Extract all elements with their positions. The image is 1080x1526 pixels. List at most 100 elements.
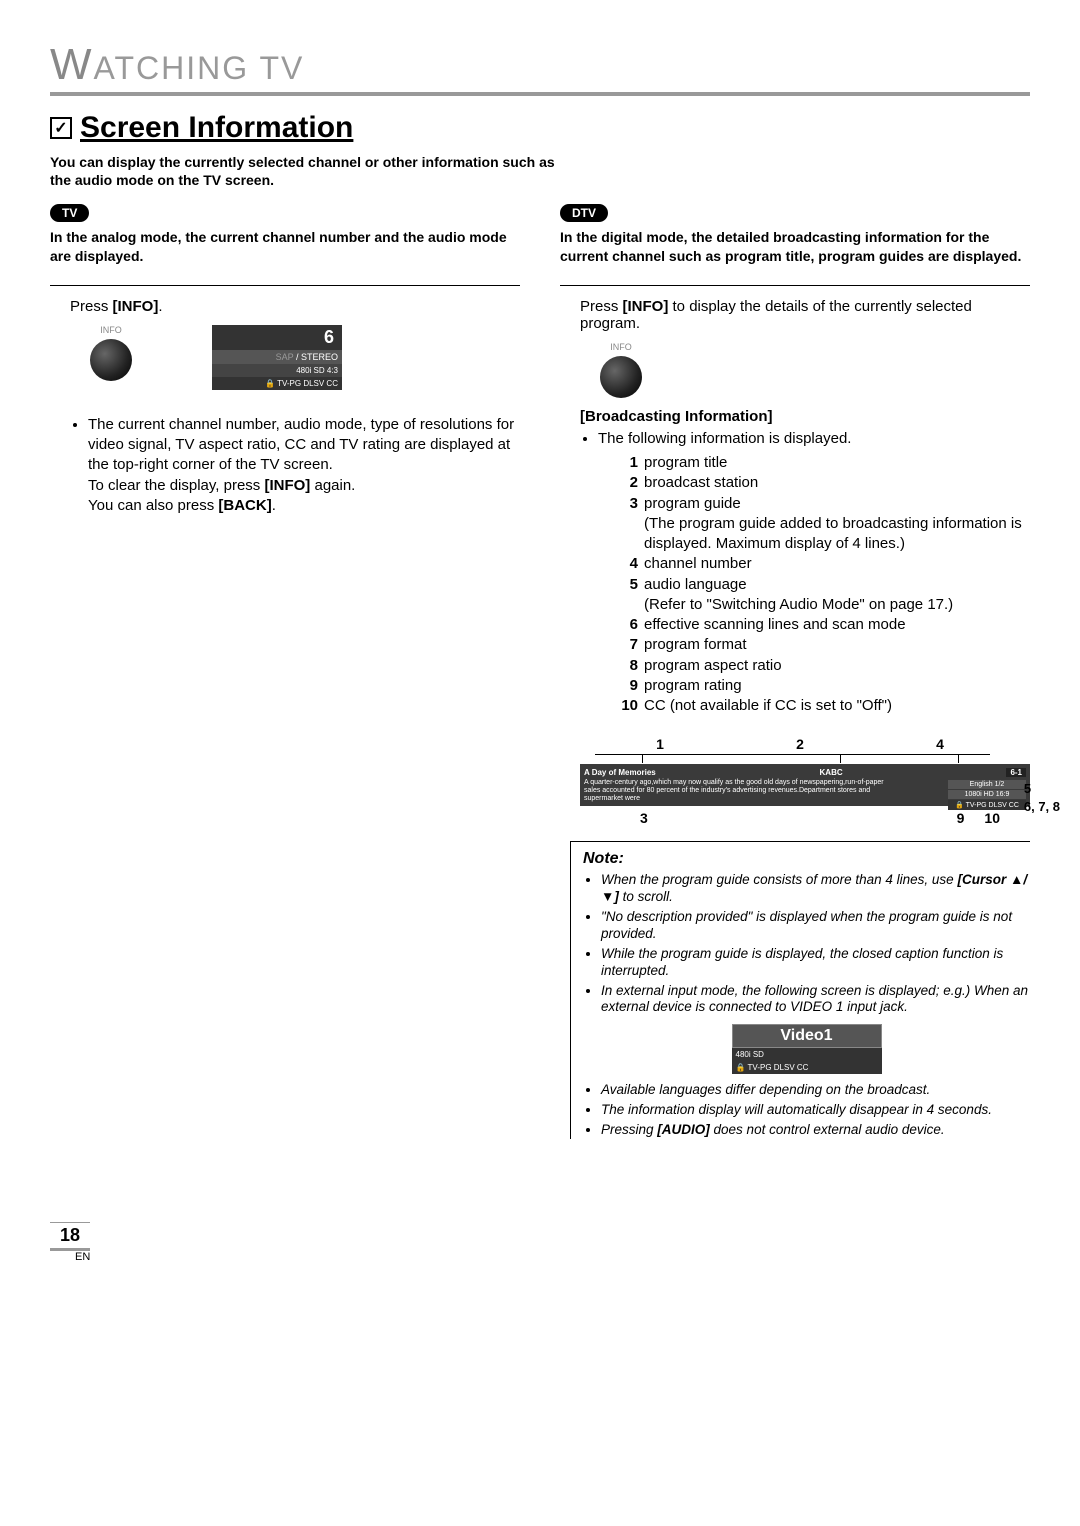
station: KABC [820,768,843,777]
checkbox-icon: ✓ [50,117,72,139]
step-bold: [INFO] [113,298,159,315]
page-lang: EN [75,1251,1030,1263]
diagram-box: A Day of Memories KABC 6-1 A quarter-cen… [580,764,1030,806]
item-number: 10 [616,696,638,716]
prog-desc: A quarter-century ago,which may now qual… [584,779,893,802]
info-label: INFO [600,342,642,352]
tv-res: 480i SD 4:3 [212,364,342,377]
tv-step: Press [INFO]. [70,298,520,315]
dtv-badge: DTV [560,204,608,222]
divider [50,285,520,286]
step-bold: [INFO] [623,298,669,315]
note-item: When the program guide consists of more … [601,872,1030,906]
page-title: Screen Information [80,111,353,145]
diagram-right-labels: 5 6, 7, 8 [1024,780,1060,816]
broadcasting-heading: [Broadcasting Information] [580,408,1030,425]
list-item: 6 effective scanning lines and scan mode [616,615,1030,635]
info-circle-icon [600,356,642,398]
page-footer: 18 EN [50,1222,1030,1263]
note-section: Note: When the program guide consists of… [570,841,1030,1139]
page-header: WATCHING TV ✓ Screen Information You can… [50,40,1030,189]
note-item: "No description provided" is displayed w… [601,909,1030,943]
tv-display: 6 SAP / STEREO 480i SD 4:3 🔒 TV-PG DLSV … [212,325,342,390]
audio-lang: English 1/2 [948,780,1026,789]
dtv-step: Press [INFO] to display the details of t… [580,298,1030,332]
item-text: program aspect ratio [644,656,1030,676]
step-pre: Press [580,298,623,315]
section-prefix: W [50,40,94,89]
step-pre: Press [70,298,113,315]
list-item: 10CC (not available if CC is set to "Off… [616,696,1030,716]
broadcast-diagram: 1 2 4 A Day of Memories KABC 6-1 A quart… [580,736,1030,826]
list-item: 4 channel number [616,554,1030,574]
channel-num: 6-1 [1006,768,1026,777]
list-item: 5audio language(Refer to "Switching Audi… [616,575,1030,616]
info-label: INFO [90,325,132,335]
diagram-bottom-labels: 3 9 10 [580,810,1030,826]
item-number: 3 [616,494,638,555]
divider [560,285,1030,286]
item-text: audio language(Refer to "Switching Audio… [644,575,1030,616]
note-list: Available languages differ depending on … [601,1082,1030,1139]
item-number: 4 [616,554,638,574]
dtv-desc: In the digital mode, the detailed broadc… [560,228,1030,264]
item-text: channel number [644,554,1030,574]
diagram-top-labels: 1 2 4 [580,736,1030,752]
tv-badge: TV [50,204,89,222]
video-rating: 🔒 TV-PG DLSV CC [732,1061,882,1074]
tv-column: TV In the analog mode, the current chann… [50,204,520,1142]
tv-rating: 🔒 TV-PG DLSV CC [212,377,342,390]
dtv-info-area: INFO [600,342,1030,398]
item-number: 7 [616,635,638,655]
numbered-list: 1program title2broadcast station3program… [616,453,1030,716]
bullet-item: The following information is displayed. [598,429,1030,449]
section-text: ATCHING TV [94,50,305,86]
tv-info-area: INFO 6 SAP / STEREO 480i SD 4:3 🔒 TV-PG … [90,325,520,390]
res-info: 1080i HD 16:9 [948,790,1026,799]
list-item: 8 program aspect ratio [616,656,1030,676]
intro-text: You can display the currently selected c… [50,153,570,189]
tv-channel: 6 [212,325,342,350]
diagram-side: English 1/2 1080i HD 16:9 🔒 TV-PG DLSV C… [948,780,1026,811]
info-button: INFO [600,342,642,398]
item-number: 9 [616,676,638,696]
item-text: program format [644,635,1030,655]
item-text: program guide(The program guide added to… [644,494,1030,555]
list-item: 2broadcast station [616,473,1030,493]
tv-audio: SAP / STEREO [212,350,342,364]
page-number: 18 [50,1222,90,1251]
video-res: 480i SD [732,1048,882,1061]
tv-desc: In the analog mode, the current channel … [50,228,520,264]
list-item: 7 program format [616,635,1030,655]
item-number: 5 [616,575,638,616]
dtv-intro-bullet: The following information is displayed. [598,429,1030,449]
note-item: Available languages differ depending on … [601,1082,1030,1099]
note-list: When the program guide consists of more … [601,872,1030,1016]
item-number: 8 [616,656,638,676]
diagram-title-row: A Day of Memories KABC 6-1 [584,768,1026,777]
item-number: 6 [616,615,638,635]
video-title: Video1 [732,1024,882,1048]
columns: TV In the analog mode, the current chann… [50,204,1030,1142]
rating-info: 🔒 TV-PG DLSV CC [948,800,1026,810]
note-item: The information display will automatical… [601,1102,1030,1119]
video-box: Video1 480i SD 🔒 TV-PG DLSV CC [732,1024,882,1074]
note-item: While the program guide is displayed, th… [601,946,1030,980]
step-post: . [158,298,162,315]
section-header: WATCHING TV [50,40,1030,96]
bullet-item: The current channel number, audio mode, … [88,415,520,516]
note-item: Pressing [AUDIO] does not control extern… [601,1122,1030,1139]
note-title: Note: [583,850,1030,868]
list-item: 1 program title [616,453,1030,473]
item-text: program rating [644,676,1030,696]
prog-title: A Day of Memories [584,768,656,777]
item-number: 1 [616,453,638,473]
list-item: 9 program rating [616,676,1030,696]
diagram-ticks [595,754,990,764]
info-button: INFO [90,325,132,381]
dtv-column: DTV In the digital mode, the detailed br… [560,204,1030,1142]
item-text: program title [644,453,1030,473]
item-text: broadcast station [644,473,1030,493]
list-item: 3program guide(The program guide added t… [616,494,1030,555]
item-text: effective scanning lines and scan mode [644,615,1030,635]
